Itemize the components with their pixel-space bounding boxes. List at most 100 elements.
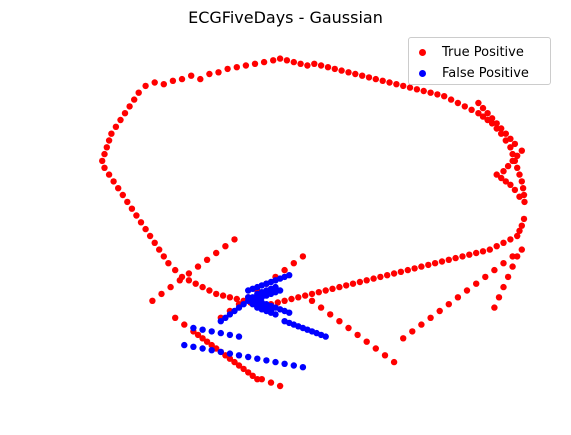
data-point [169, 77, 177, 85]
data-point [245, 353, 252, 361]
data-point [466, 251, 473, 258]
data-point [463, 287, 471, 294]
data-point [393, 81, 400, 88]
data-point [384, 272, 391, 279]
data-point [245, 297, 252, 304]
data-point [507, 144, 514, 151]
data-point [518, 178, 525, 185]
data-point [498, 174, 505, 182]
data-point [151, 79, 158, 86]
legend-entry-true-positive: True Positive [419, 43, 524, 61]
data-point [199, 345, 206, 352]
data-point [498, 125, 505, 132]
data-point [226, 350, 234, 357]
data-point [224, 65, 231, 73]
data-point [331, 65, 338, 73]
data-point [343, 282, 350, 289]
data-point [509, 157, 516, 165]
data-point [479, 104, 487, 112]
data-point [509, 263, 516, 270]
data-point [400, 335, 407, 342]
data-point [413, 86, 421, 93]
data-point [365, 74, 373, 81]
data-point [354, 331, 361, 339]
data-point [381, 352, 389, 359]
data-point [281, 360, 288, 367]
data-point [137, 219, 145, 226]
data-point [454, 294, 462, 301]
data-point [475, 99, 482, 107]
data-point [327, 311, 334, 318]
data-point [281, 266, 288, 274]
data-point [507, 135, 514, 142]
data-point [420, 87, 427, 95]
data-point [233, 63, 240, 71]
data-point [329, 285, 336, 292]
data-point [486, 246, 493, 253]
data-point [507, 236, 514, 243]
data-point [500, 283, 507, 291]
data-point [226, 311, 234, 318]
data-point [235, 362, 243, 369]
data-point [272, 358, 279, 366]
data-point [286, 272, 293, 279]
data-point [288, 295, 295, 303]
legend-label-false-positive: False Positive [442, 65, 529, 81]
data-point [500, 168, 507, 175]
data-point [190, 324, 197, 332]
data-point [521, 198, 528, 206]
data-point [233, 295, 240, 303]
data-point [518, 246, 525, 253]
data-point [507, 181, 514, 188]
data-point [322, 333, 329, 340]
data-point [263, 357, 270, 364]
data-point [445, 256, 452, 263]
data-point [260, 58, 268, 66]
data-point [126, 103, 133, 110]
legend-marker-true-positive [419, 48, 426, 56]
legend-marker-false-positive [419, 69, 426, 77]
legend: True Positive False Positive [408, 37, 551, 85]
data-point [206, 70, 213, 78]
data-point [208, 328, 215, 335]
data-point [475, 110, 482, 117]
data-point [454, 99, 462, 107]
data-point [352, 70, 359, 78]
data-point [379, 77, 386, 85]
data-point [254, 376, 261, 383]
data-point [518, 147, 525, 154]
data-point [133, 212, 140, 219]
data-point [324, 63, 332, 71]
data-point [172, 314, 179, 321]
data-point [299, 364, 307, 371]
data-point [105, 137, 113, 144]
legend-label-true-positive: True Positive [442, 44, 524, 60]
data-point [482, 273, 489, 281]
data-point [283, 57, 291, 64]
data-point [240, 301, 247, 308]
data-point [176, 277, 183, 284]
data-point [203, 256, 211, 263]
data-point [254, 355, 261, 362]
data-point [295, 294, 302, 301]
data-point [511, 140, 519, 148]
data-point [473, 249, 480, 257]
data-point [119, 191, 127, 199]
data-point [452, 254, 459, 262]
data-point [172, 266, 179, 274]
data-point [121, 110, 129, 117]
data-point [336, 318, 343, 325]
data-point [213, 249, 220, 257]
points-layer [99, 55, 528, 390]
data-point [208, 347, 215, 354]
data-point [459, 253, 466, 260]
data-point [409, 328, 416, 335]
data-point [493, 171, 500, 178]
data-point [158, 290, 165, 298]
data-point [479, 113, 487, 120]
data-point [165, 260, 172, 267]
data-point [491, 266, 498, 274]
data-point [108, 130, 115, 137]
data-point [518, 222, 525, 229]
data-point [249, 372, 256, 379]
